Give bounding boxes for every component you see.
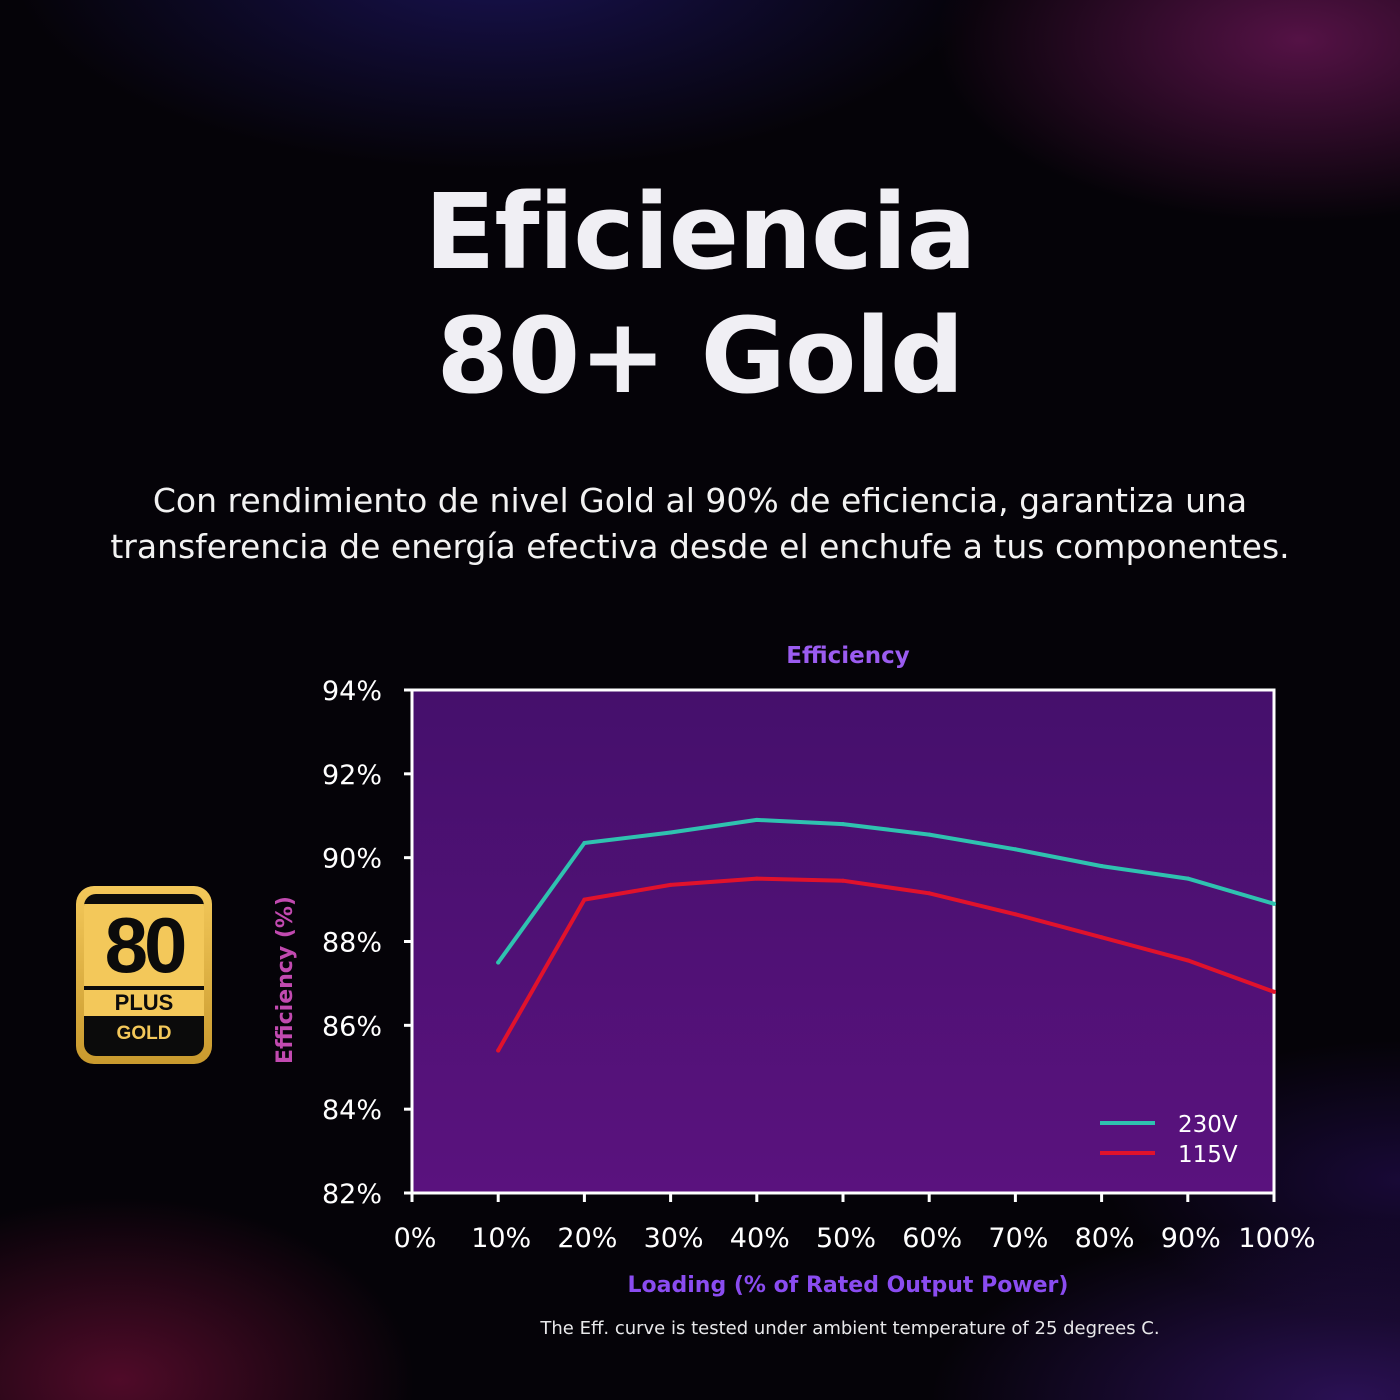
x-axis-label: Loading (% of Rated Output Power) [628,1273,1069,1298]
x-tick-label: 90% [1161,1223,1221,1254]
data-point-115v [754,876,759,881]
description-line-2: transferencia de energía efectiva desde … [110,527,1290,566]
data-point-115v [582,897,587,902]
data-point-115v [1185,958,1190,963]
series-line-230v [496,817,1276,965]
y-tick-label: 88% [322,928,382,959]
y-axis-label: Efficiency (%) [273,896,298,1064]
data-point-115v [496,1048,501,1053]
chart-title: Efficiency [786,643,909,669]
data-point-230v [1099,864,1104,869]
description: Con rendimiento de nivel Gold al 90% de … [40,478,1360,570]
y-tick-label: 94% [322,676,382,707]
data-point-115v [927,891,932,896]
description-line-1: Con rendimiento de nivel Gold al 90% de … [152,481,1248,520]
data-point-230v [754,817,759,822]
y-tick-label: 84% [322,1095,382,1126]
x-tick-label: 30% [644,1223,704,1254]
page-title-line-1: Eficiencia [424,171,976,293]
data-point-115v [1013,912,1018,917]
data-point-230v [1013,847,1018,852]
data-point-230v [841,822,845,827]
data-point-230v [668,830,673,835]
badge-number: 80 [84,904,204,986]
badge-tier: GOLD [116,1023,172,1044]
y-tick-label: 82% [322,1179,382,1210]
y-tick-label: 90% [322,844,382,875]
data-point-115v [1272,989,1276,994]
plot-area [412,690,1274,1193]
badge-inner: 80 PLUS GOLD [84,894,204,1056]
data-point-115v [841,878,845,883]
data-point-230v [582,840,587,845]
page-title-line-2: 80+ Gold [436,295,965,417]
badge-plus: PLUS [84,990,204,1016]
x-tick-label: 60% [902,1223,962,1254]
y-tick-label: 92% [322,760,382,791]
data-point-115v [1099,935,1104,940]
data-point-115v [668,882,673,887]
legend-label-115v: 115V [1178,1142,1238,1168]
series-line-115v [496,876,1276,1053]
x-tick-label: 10% [471,1223,531,1254]
x-tick-label: 80% [1075,1223,1135,1254]
data-point-230v [927,832,932,837]
page-title: Eficiencia 80+ Gold [0,170,1400,418]
x-tick-label: 70% [988,1223,1048,1254]
data-point-230v [496,960,501,965]
x-tick-label: 40% [730,1223,790,1254]
x-tick-label: 50% [816,1223,876,1254]
y-tick-label: 86% [322,1011,382,1042]
x-tick-label: 0% [394,1223,437,1254]
x-tick-label: 20% [557,1223,617,1254]
legend-label-230v: 230V [1178,1112,1238,1138]
data-point-230v [1272,901,1276,906]
data-point-230v [1185,876,1190,881]
x-tick-label: 100% [1238,1223,1315,1254]
footnote: The Eff. curve is tested under ambient t… [540,1318,1160,1339]
80-plus-gold-badge: 80 PLUS GOLD [76,886,212,1064]
